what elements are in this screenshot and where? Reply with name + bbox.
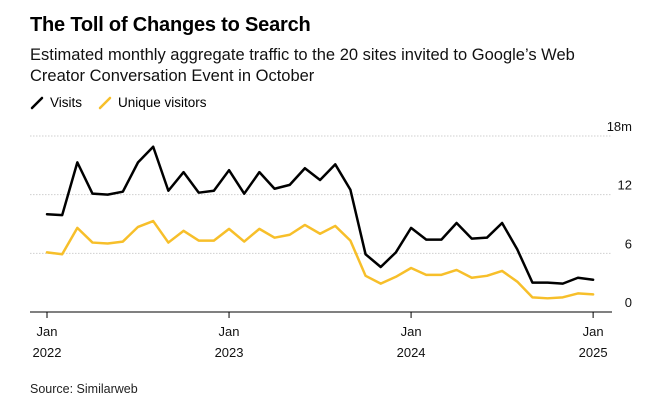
legend: Visits Unique visitors xyxy=(30,95,223,110)
x-tick-label: 2023 xyxy=(215,345,244,360)
series-line-visits xyxy=(45,145,595,285)
chart-subtitle: Estimated monthly aggregate traffic to t… xyxy=(30,46,575,85)
y-tick-label: 0 xyxy=(625,295,632,310)
source-note: Source: Similarweb xyxy=(30,382,138,396)
legend-item-visits: Visits xyxy=(30,95,82,110)
chart-title: The Toll of Changes to Search xyxy=(30,14,311,36)
y-tick-label: 18m xyxy=(607,119,632,134)
x-tick-label: Jan xyxy=(219,324,240,339)
x-tick-label: 2022 xyxy=(33,345,62,360)
x-tick-label: 2025 xyxy=(579,345,608,360)
series-line-unique-visitors xyxy=(45,219,595,300)
legend-label-unique-visitors: Unique visitors xyxy=(118,95,207,110)
x-tick-label: Jan xyxy=(37,324,58,339)
y-tick-label: 6 xyxy=(625,236,632,251)
legend-swatch-unique-visitors-icon xyxy=(98,96,112,109)
x-tick-label: Jan xyxy=(583,324,604,339)
legend-swatch-visits-icon xyxy=(30,96,44,109)
legend-label-visits: Visits xyxy=(50,95,83,110)
y-tick-label: 12 xyxy=(618,178,632,193)
legend-item-unique-visitors: Unique visitors xyxy=(98,95,207,110)
x-tick-label: Jan xyxy=(401,324,422,339)
x-tick-label: 2024 xyxy=(397,345,426,360)
